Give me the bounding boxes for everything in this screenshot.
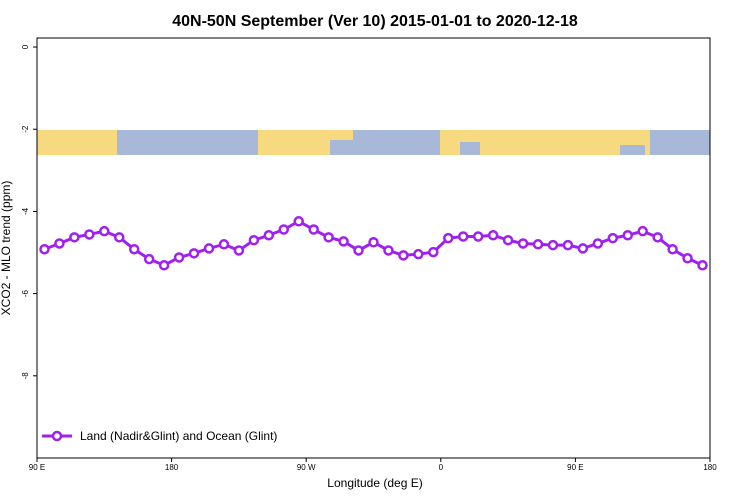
data-point [323, 232, 334, 243]
data-point [562, 239, 574, 251]
data-point [128, 243, 140, 255]
x-axis-label: Longitude (deg E) [327, 476, 422, 490]
data-point [502, 234, 514, 246]
data-point [443, 232, 454, 244]
x-tick-label: 90 E [567, 463, 583, 472]
data-point [143, 253, 155, 265]
data-point [248, 234, 260, 246]
data-point [398, 250, 409, 261]
x-tick-label: 0 [439, 463, 444, 472]
data-point [218, 239, 230, 250]
data-point [308, 224, 319, 235]
data-point [69, 232, 80, 243]
y-axis-label: XCO2 - MLO trend (ppm) [0, 181, 13, 316]
data-point [188, 248, 200, 259]
data-point [413, 248, 424, 260]
data-point [99, 225, 110, 237]
data-point [592, 238, 604, 249]
data-point [577, 243, 589, 254]
data-point [158, 260, 170, 271]
x-tick-label: 90 W [297, 463, 316, 472]
data-point [278, 224, 290, 235]
plot-frame [36, 37, 711, 459]
data-point [338, 236, 349, 247]
legend-label: Land (Nadir&Glint) and Ocean (Glint) [80, 429, 277, 443]
chart-title: 40N-50N September (Ver 10) 2015-01-01 to… [172, 13, 578, 30]
data-point [383, 245, 394, 256]
data-point [368, 236, 379, 248]
data-point [682, 253, 693, 264]
data-point [652, 232, 663, 243]
data-point [457, 231, 469, 242]
y-tick-label: -2 [21, 125, 30, 133]
data-point [293, 216, 304, 227]
y-tick-label: -4 [21, 207, 30, 215]
data-point [697, 260, 708, 271]
data-point [517, 238, 529, 249]
data-point [472, 231, 484, 242]
data-point [428, 246, 439, 258]
data-point [114, 232, 125, 243]
data-point [203, 243, 215, 254]
data-point [637, 225, 648, 237]
data-point [233, 245, 245, 256]
x-tick-label: 90 E [29, 463, 45, 472]
data-point [547, 239, 559, 251]
map-strip [37, 130, 710, 155]
data-point [54, 238, 65, 249]
data-point [607, 232, 619, 244]
data-point [622, 230, 633, 241]
y-tick-label: -6 [21, 290, 30, 298]
y-tick-label: 0 [21, 44, 30, 49]
legend-marker [51, 430, 63, 442]
x-tick-label: 180 [703, 463, 717, 472]
data-point [263, 230, 275, 241]
y-tick-label: -8 [21, 372, 30, 380]
data-point [532, 239, 544, 250]
data-point [353, 245, 364, 256]
data-point [173, 252, 185, 263]
data-point [39, 243, 50, 255]
data-point [667, 243, 678, 255]
data-point [84, 229, 95, 240]
data-point [487, 230, 499, 241]
x-tick-label: 180 [165, 463, 179, 472]
